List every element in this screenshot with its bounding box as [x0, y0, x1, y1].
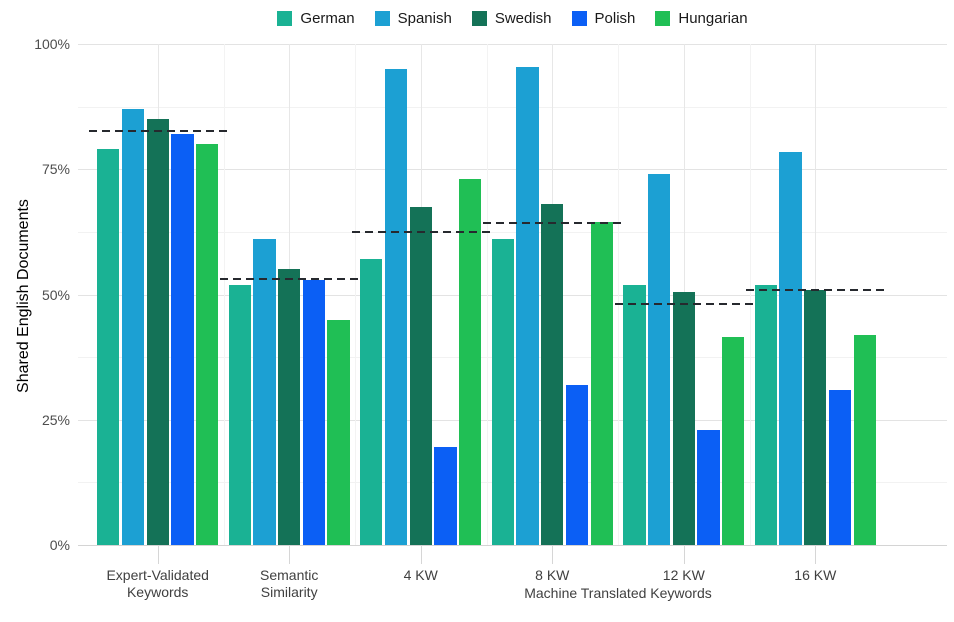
x-tick-label: Semantic Similarity — [260, 567, 319, 600]
bar-swedish-5 — [804, 289, 827, 545]
bar-swedish-4 — [672, 292, 695, 545]
legend-swatch-icon — [471, 10, 487, 26]
x-axis-line — [78, 545, 947, 546]
group-mean-line — [746, 288, 885, 291]
bar-spanish-0 — [121, 109, 145, 545]
legend-label: Polish — [594, 9, 636, 27]
bar-swedish-1 — [278, 269, 301, 545]
bar-swedish-0 — [146, 119, 169, 545]
legend-item-german: German — [277, 9, 355, 27]
x-tick-mark — [289, 545, 291, 564]
group-mean-line — [351, 230, 490, 233]
legend-swatch-icon — [374, 10, 390, 26]
plot-panel — [78, 44, 947, 546]
legend-swatch-icon — [277, 10, 293, 26]
legend-swatch-icon — [571, 10, 587, 26]
legend-item-polish: Polish — [571, 9, 636, 27]
gridline-minor — [78, 106, 947, 108]
bar-polish-2 — [434, 447, 457, 545]
bar-swedish-3 — [541, 204, 564, 545]
bar-german-4 — [623, 284, 646, 545]
y-tick-label: 25% — [41, 411, 70, 428]
x-tick-label: 12 KW — [662, 567, 705, 583]
bar-polish-5 — [828, 389, 852, 545]
gridline-major — [78, 44, 947, 45]
bar-spanish-2 — [384, 69, 408, 545]
legend-item-hungarian: Hungarian — [655, 9, 748, 27]
gridline-minor — [78, 231, 947, 233]
bar-german-5 — [754, 284, 778, 545]
bar-german-2 — [360, 259, 383, 545]
gridline-vertical-minor — [486, 44, 488, 545]
gridline-vertical-minor — [749, 44, 751, 545]
bar-german-3 — [491, 239, 515, 545]
legend-swatch-icon — [655, 10, 671, 26]
bar-hungarian-4 — [722, 337, 745, 545]
x-tick-label: 16 KW — [794, 567, 837, 583]
bar-polish-4 — [697, 429, 720, 545]
bar-hungarian-5 — [853, 334, 876, 545]
y-tick-label: 75% — [41, 161, 70, 178]
x-tick-mark — [420, 545, 422, 564]
bar-hungarian-2 — [458, 179, 482, 545]
bar-spanish-1 — [253, 239, 276, 545]
bar-swedish-2 — [409, 206, 432, 545]
bar-polish-3 — [565, 384, 589, 545]
group-mean-line — [88, 129, 227, 132]
bar-spanish-3 — [516, 66, 539, 545]
x-tick-label: Expert-Validated Keywords — [106, 567, 209, 600]
group-mean-line — [220, 277, 359, 280]
x-tick-mark — [552, 545, 554, 564]
bar-hungarian-1 — [327, 319, 350, 545]
x-tick-mark — [815, 545, 817, 564]
bar-hungarian-0 — [195, 144, 219, 545]
legend-label: Spanish — [397, 9, 452, 27]
bar-german-1 — [228, 284, 251, 545]
bar-spanish-4 — [647, 174, 671, 545]
gridline-major — [78, 169, 947, 171]
legend: German Spanish Swedish Polish Hungarian — [78, 6, 947, 30]
legend-label: Hungarian — [678, 9, 748, 27]
x-tick-mark — [157, 545, 159, 564]
x-tick-label: 4 KW — [403, 567, 438, 583]
legend-item-swedish: Swedish — [471, 9, 552, 27]
x-tick-mark — [683, 545, 685, 564]
gridline-vertical-minor — [223, 44, 225, 545]
bar-hungarian-3 — [590, 221, 613, 545]
x-tick-label: 8 KW — [535, 567, 570, 583]
legend-label: German — [300, 9, 355, 27]
x-axis-secondary-label: Machine Translated Keywords — [524, 585, 712, 601]
y-tick-label: 100% — [34, 36, 70, 52]
legend-label: Swedish — [494, 9, 552, 27]
bar-german-0 — [97, 149, 120, 545]
bar-polish-1 — [302, 279, 326, 545]
bar-spanish-5 — [779, 151, 802, 545]
gridline-vertical-minor — [355, 44, 356, 545]
gridline-vertical-minor — [618, 44, 619, 545]
bar-polish-0 — [171, 134, 194, 545]
group-mean-line — [483, 221, 622, 224]
legend-item-spanish: Spanish — [374, 9, 452, 27]
y-tick-label: 0% — [49, 537, 70, 553]
y-tick-label: 50% — [41, 286, 70, 303]
group-mean-line — [614, 302, 753, 305]
